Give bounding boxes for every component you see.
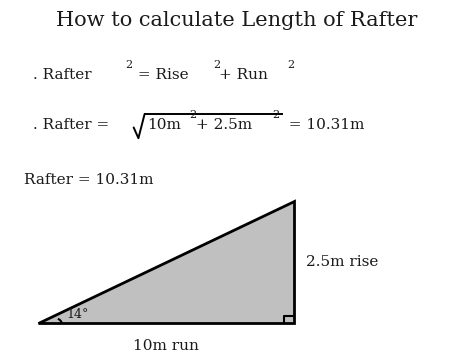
Text: 2: 2	[273, 111, 280, 121]
Text: . Rafter: . Rafter	[33, 68, 92, 82]
Text: = 10.31m: = 10.31m	[279, 118, 364, 132]
Text: 10m: 10m	[147, 118, 181, 132]
Text: How to calculate Length of Rafter: How to calculate Length of Rafter	[56, 11, 418, 30]
Text: 2.5m rise: 2.5m rise	[306, 255, 378, 269]
Text: 2: 2	[126, 60, 133, 70]
Text: 2: 2	[287, 60, 294, 70]
Text: 2: 2	[213, 60, 220, 70]
Text: . Rafter =: . Rafter =	[33, 118, 109, 132]
Text: 2: 2	[190, 111, 197, 121]
Text: = Rise: = Rise	[133, 68, 188, 82]
Text: Rafter = 10.31m: Rafter = 10.31m	[24, 173, 153, 186]
Text: 14°: 14°	[66, 308, 89, 321]
Text: 10m run: 10m run	[133, 340, 199, 353]
Text: + Run: + Run	[219, 68, 268, 82]
Polygon shape	[38, 201, 294, 323]
Text: + 2.5m: + 2.5m	[196, 118, 252, 132]
